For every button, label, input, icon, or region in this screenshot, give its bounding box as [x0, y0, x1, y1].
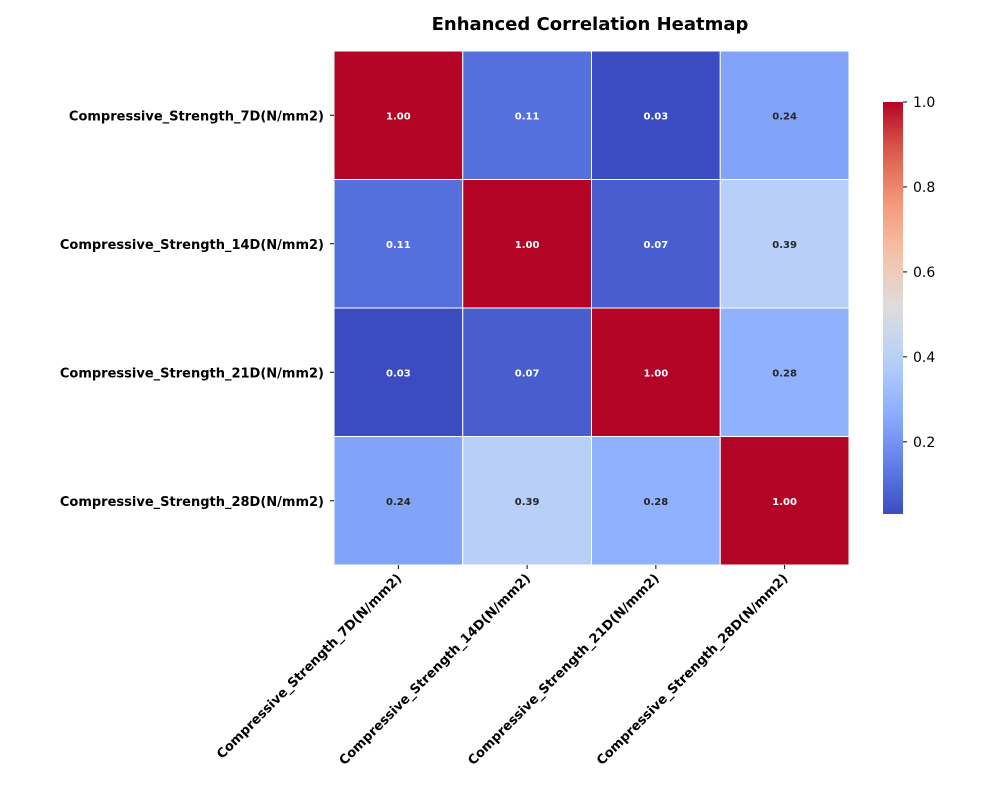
heatmap-cell-value: 1.00: [386, 111, 411, 122]
heatmap-cell: [462, 179, 592, 309]
colorbar-tick-label: 0.8: [913, 180, 935, 196]
colorbar-gradient: [883, 102, 903, 514]
heatmap-cell-value: 0.24: [772, 111, 797, 122]
heatmap-cell-value: 1.00: [515, 240, 540, 251]
colorbar-tick-label: 0.4: [913, 350, 935, 366]
colorbar-tick-label: 0.2: [913, 435, 935, 451]
heatmap-cell-value: 0.11: [386, 240, 411, 251]
heatmap-cell-labels: 1.00 0.11 0.03 0.24 0.11 1.00 0.07 0.39 0.03 0.07…: [386, 111, 797, 508]
heatmap-cell-value: 0.03: [386, 368, 411, 379]
heatmap-cell-value: 0.03: [644, 111, 669, 122]
y-axis-tick-label: Compressive_Strength_7D(N/mm2): [69, 109, 324, 124]
heatmap-cell-value: 0.39: [772, 240, 797, 251]
chart-title: Enhanced Correlation Heatmap: [432, 14, 749, 35]
heatmap-cell: [462, 436, 592, 566]
heatmap-cell-value: 0.07: [644, 240, 669, 251]
heatmap-cell-value: 0.07: [515, 368, 540, 379]
heatmap-cell: [591, 50, 721, 180]
heatmap-cell-value: 1.00: [772, 497, 797, 508]
y-axis-tick-label: Compressive_Strength_14D(N/mm2): [60, 238, 324, 253]
heatmap-cell: [333, 436, 464, 566]
heatmap-cells: [333, 50, 850, 566]
colorbar: 0.2 0.4 0.6 0.8 1.0: [883, 95, 935, 514]
heatmap-cell: [719, 307, 850, 437]
colorbar-tick-label: 1.0: [913, 95, 935, 111]
heatmap-cell-value: 0.28: [644, 497, 669, 508]
heatmap-cell-value: 0.39: [515, 497, 540, 508]
heatmap-cell-value: 0.28: [772, 368, 797, 379]
y-axis-tick-label: Compressive_Strength_28D(N/mm2): [60, 495, 324, 510]
colorbar-tick-label: 0.6: [913, 265, 935, 281]
y-axis-tick-labels: Compressive_Strength_7D(N/mm2) Compressiv…: [60, 109, 334, 510]
heatmap-cell: [719, 50, 850, 180]
heatmap-cell: [719, 436, 850, 566]
y-axis-tick-label: Compressive_Strength_21D(N/mm2): [60, 366, 324, 381]
x-axis-tick-labels: Compressive_Strength_7D(N/mm2)Compressiv…: [214, 565, 791, 769]
heatmap-cell: [333, 179, 464, 309]
heatmap-cell: [333, 50, 464, 180]
heatmap-cell: [591, 436, 721, 566]
heatmap-cell: [719, 179, 850, 309]
heatmap-cell: [462, 50, 592, 180]
heatmap-cell-value: 1.00: [644, 368, 669, 379]
heatmap-cell-value: 0.11: [515, 111, 540, 122]
heatmap-cell-value: 0.24: [386, 497, 411, 508]
heatmap-cell: [462, 307, 592, 437]
